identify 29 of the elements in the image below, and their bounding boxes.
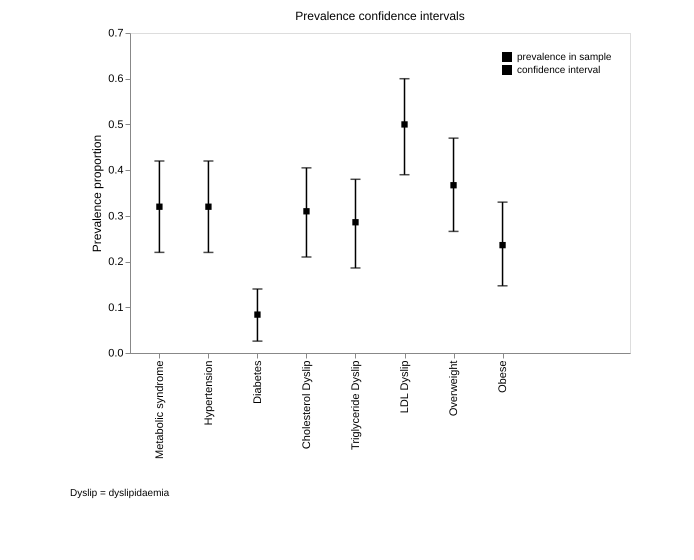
text: Dyslip = dyslipidaemia — [70, 488, 170, 499]
x-tick-label: Cholesterol Dyslip — [300, 360, 313, 450]
x-tick-label: Triglyceride Dyslip — [350, 360, 362, 450]
y-tick-label: 0.2 — [108, 256, 124, 268]
x-tick-label: Hypertension — [202, 360, 215, 426]
chart-title: Prevalence confidence intervals — [295, 9, 465, 23]
y-tick-label: 0.3 — [108, 210, 124, 222]
point — [352, 219, 359, 226]
y-tick-label: 0.5 — [108, 118, 124, 131]
point — [205, 204, 212, 210]
y-axis-title: Prevalence proportion — [90, 134, 104, 252]
y-tick-label: 0.0 — [108, 348, 124, 360]
x-tick-label: Metabolic syndrome — [154, 360, 166, 459]
y-tick-label: 0.4 — [108, 164, 124, 177]
point — [401, 121, 408, 128]
annotation: confidence interval — [517, 65, 600, 76]
x-tick-label: Obese — [497, 360, 510, 393]
point — [254, 311, 261, 318]
x-tick-label: Overweight — [448, 360, 460, 416]
y-tick-label: 0.7 — [108, 28, 124, 40]
point — [499, 242, 506, 248]
x-tick-label: LDL Dyslip — [399, 360, 412, 414]
point — [156, 204, 163, 210]
point — [303, 208, 310, 214]
y-tick-label: 0.6 — [108, 73, 124, 86]
y-tick-label: 0.1 — [108, 302, 124, 314]
point — [450, 182, 457, 188]
legend-label: prevalence in sample — [517, 52, 612, 63]
x-tick-label: Diabetes — [252, 360, 264, 404]
